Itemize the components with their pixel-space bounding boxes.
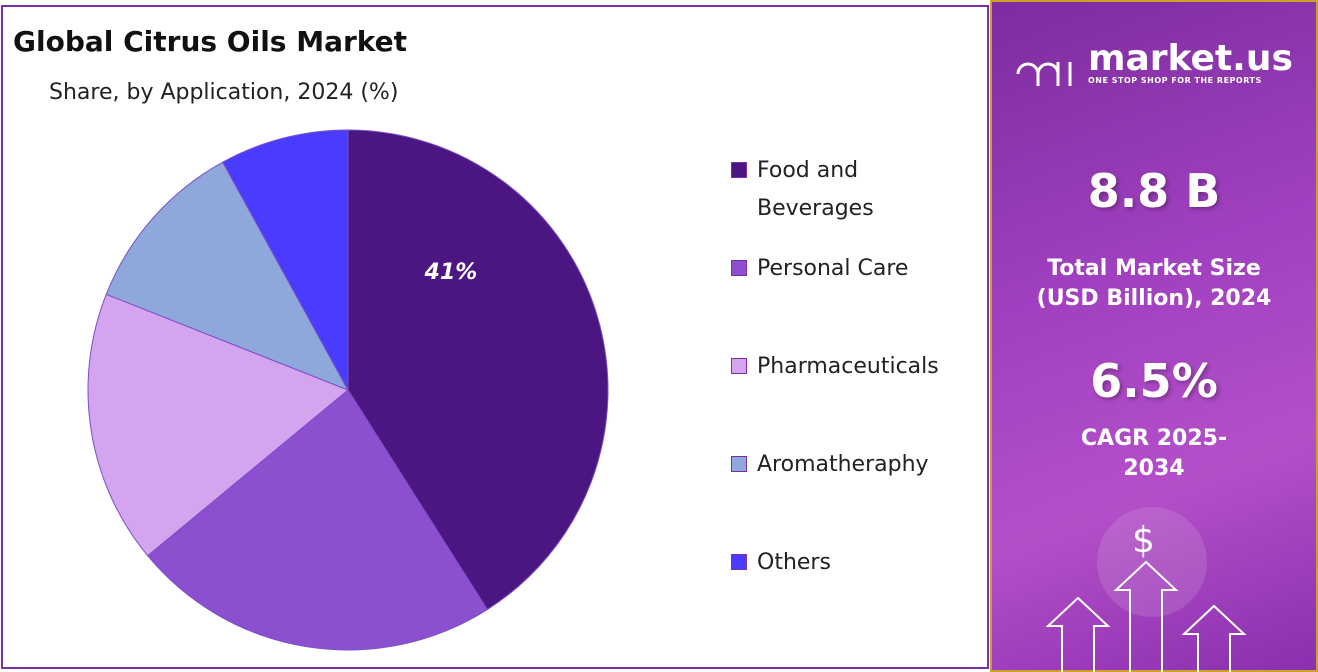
pie-slice [222, 129, 349, 391]
legend-swatch [731, 162, 747, 178]
legend: Food and Beverages Personal Care Pharmaceu… [731, 152, 939, 642]
sidebar: market.us ONE STOP SHOP FOR THE REPORTS … [990, 0, 1318, 672]
legend-label: Pharmaceuticals [757, 354, 939, 379]
pie-slice [87, 293, 349, 557]
legend-item: Personal Care [731, 250, 939, 348]
currency-icon: $ [1132, 520, 1155, 561]
tagline: ONE STOP SHOP FOR THE REPORTS [1088, 76, 1262, 85]
legend-swatch [731, 456, 747, 472]
legend-label: Personal Care [757, 256, 909, 281]
legend-swatch [731, 358, 747, 374]
legend-item: Food and Beverages [731, 152, 939, 250]
legend-swatch [731, 260, 747, 276]
logo: market.us [1088, 38, 1293, 79]
pie-slice [146, 389, 489, 651]
data-label: 41% [424, 260, 478, 285]
cagr-label: CAGR 2025-2034 [1080, 426, 1228, 481]
pie-chart: 41% [87, 129, 609, 651]
market-size-label: Total Market Size (USD Billion), 2024 [1036, 256, 1272, 311]
legend-swatch [731, 554, 747, 570]
market-size: 8.8 B [1087, 164, 1221, 218]
chart-subtitle: Share, by Application, 2024 (%) [49, 80, 399, 105]
legend-item: Others [731, 544, 939, 642]
cagr: 6.5% [1090, 354, 1218, 408]
legend-label: Others [757, 550, 831, 575]
pie-slice [347, 129, 609, 611]
legend-item: Pharmaceuticals [731, 348, 939, 446]
legend-label: Aromatheraphy [757, 452, 929, 477]
legend-label: Food and Beverages [757, 158, 874, 221]
chart-panel: 41% Global Citrus Oils Market Share, by … [1, 5, 989, 669]
sidebar-decoration [1016, 62, 1247, 672]
pie-slice [105, 161, 350, 391]
chart-title: Global Citrus Oils Market [13, 25, 408, 58]
legend-item: Aromatheraphy [731, 446, 939, 544]
